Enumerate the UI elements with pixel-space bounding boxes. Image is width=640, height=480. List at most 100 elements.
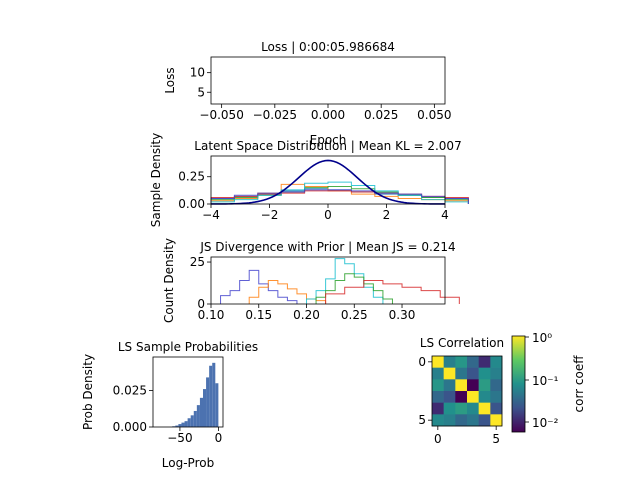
y-tick-label: 0.25 — [178, 170, 205, 184]
heatmap-cell — [490, 367, 503, 380]
y-axis-label: Sample Density — [149, 133, 163, 227]
heatmap-cell — [490, 391, 503, 403]
heatmap-cell — [490, 379, 503, 392]
x-tick-label: 0.050 — [417, 108, 451, 122]
chart-3: −50 0 0.000 0.025 LS Sample Probabilities Pro… — [81, 340, 258, 470]
heatmap-cell — [432, 379, 444, 392]
heatmap-cell — [490, 356, 503, 368]
x-tick-label: 0.25 — [341, 308, 368, 322]
histogram-bar — [209, 365, 213, 427]
x-tick-label: −50 — [167, 431, 192, 445]
heatmap-cell — [478, 367, 491, 380]
heatmap-cell — [478, 391, 491, 403]
series-line-5 — [210, 189, 469, 204]
x-tick-label: 0 — [434, 432, 442, 446]
colorbar-label: corr coeff — [572, 355, 586, 413]
x-tick-label: 0 — [324, 208, 332, 222]
axes-frame-0 — [210, 56, 446, 105]
chart-title: Latent Space Distribution | Mean KL = 2.… — [194, 139, 461, 153]
x-tick-label: 0.20 — [293, 308, 320, 322]
y-tick-label: 25 — [190, 255, 205, 269]
x-tick-label: 4 — [441, 208, 449, 222]
y-tick-label: 0 — [418, 355, 426, 369]
x-axis-label: Epoch — [310, 133, 347, 147]
x-tick-label: 0.025 — [364, 108, 398, 122]
heatmap-cell — [443, 414, 456, 427]
y-tick-label: 0 — [197, 297, 205, 311]
colorbar-tick-label: 10⁻² — [532, 416, 559, 430]
histogram-bar — [196, 405, 200, 427]
series-line-4 — [325, 280, 460, 304]
x-tick-label: −4 — [202, 208, 220, 222]
heatmap-cell — [455, 356, 468, 368]
heatmap-cell — [455, 402, 468, 415]
y-axis-label: Count Density — [162, 238, 176, 323]
colorbar — [511, 335, 526, 433]
heatmap-cell — [432, 356, 444, 368]
heatmap-cell — [467, 414, 479, 427]
series-line-1 — [210, 183, 469, 204]
series-line-0 — [220, 269, 298, 304]
colorbar-tick-label: 10⁻¹ — [532, 374, 559, 388]
chart-title: LS Sample Probabilities — [118, 340, 258, 354]
heatmap-cell — [455, 379, 468, 392]
histogram-bar — [181, 422, 185, 427]
histogram-bar — [190, 415, 194, 427]
histogram-bar — [215, 383, 219, 427]
heatmap-cell — [478, 379, 491, 392]
x-tick-label: 5 — [492, 432, 500, 446]
heatmap-cell — [467, 379, 479, 392]
series-line-4 — [210, 181, 469, 204]
heatmap-cell — [443, 367, 456, 380]
x-tick-label: 0.15 — [245, 308, 272, 322]
heatmap-cell — [478, 356, 491, 368]
axes-frame-2 — [210, 256, 446, 305]
heatmap-cell — [443, 379, 456, 392]
heatmap-cell — [443, 402, 456, 415]
heatmap-cell — [432, 391, 444, 403]
histogram-bar — [184, 421, 188, 427]
x-tick-label: 0.30 — [389, 308, 416, 322]
x-tick-label: −0.050 — [199, 108, 243, 122]
heatmap-cell — [432, 367, 444, 380]
heatmap-cell — [443, 356, 456, 368]
x-tick-label: −0.025 — [253, 108, 297, 122]
y-tick-label: 10 — [190, 66, 205, 80]
heatmap-cell — [467, 367, 479, 380]
colorbar-tick-label: 10⁰ — [532, 331, 552, 345]
heatmap-cell — [490, 402, 503, 415]
x-axis-label: Log-Prob — [162, 456, 214, 470]
y-axis-label: Prob Density — [81, 354, 95, 430]
y-tick-label: 0.00 — [178, 197, 205, 211]
histogram-bar — [206, 377, 210, 427]
heatmap-cell — [467, 356, 479, 368]
heatmap-cell — [478, 414, 491, 427]
x-tick-label: 0.000 — [311, 108, 345, 122]
heatmap-cell — [467, 391, 479, 403]
x-tick-label: 0.10 — [198, 308, 225, 322]
x-tick-label: 0 — [215, 431, 223, 445]
y-tick-label: 0.025 — [113, 384, 147, 398]
heatmap-cell — [443, 391, 456, 403]
axes-frame-3 — [152, 356, 224, 428]
x-tick-label: −2 — [261, 208, 279, 222]
prior-curve — [210, 159, 446, 205]
y-axis-label: Loss — [163, 67, 177, 93]
heatmap-cell — [478, 402, 491, 415]
heatmap-cell — [455, 414, 468, 427]
y-tick-label: 0.000 — [113, 420, 147, 434]
series-line-3 — [315, 273, 393, 304]
histogram-bar — [175, 425, 179, 427]
chart-title: LS Correlation — [420, 336, 504, 350]
heatmap-cell — [467, 402, 479, 415]
heatmap-cell — [455, 367, 468, 380]
histogram-bar — [193, 410, 197, 427]
chart-title: JS Divergence with Prior | Mean JS = 0.2… — [199, 240, 455, 254]
chart-0: −0.050 −0.025 0.000 0.025 0.050 5 10 Loss | 0:0… — [163, 40, 452, 147]
heatmap-cell — [432, 414, 444, 427]
chart-1: −4 −2 0 2 4 0.00 0.25 Latent Space Distribution… — [149, 133, 469, 227]
y-tick-label: 5 — [418, 413, 426, 427]
heatmap-cell — [455, 391, 468, 403]
